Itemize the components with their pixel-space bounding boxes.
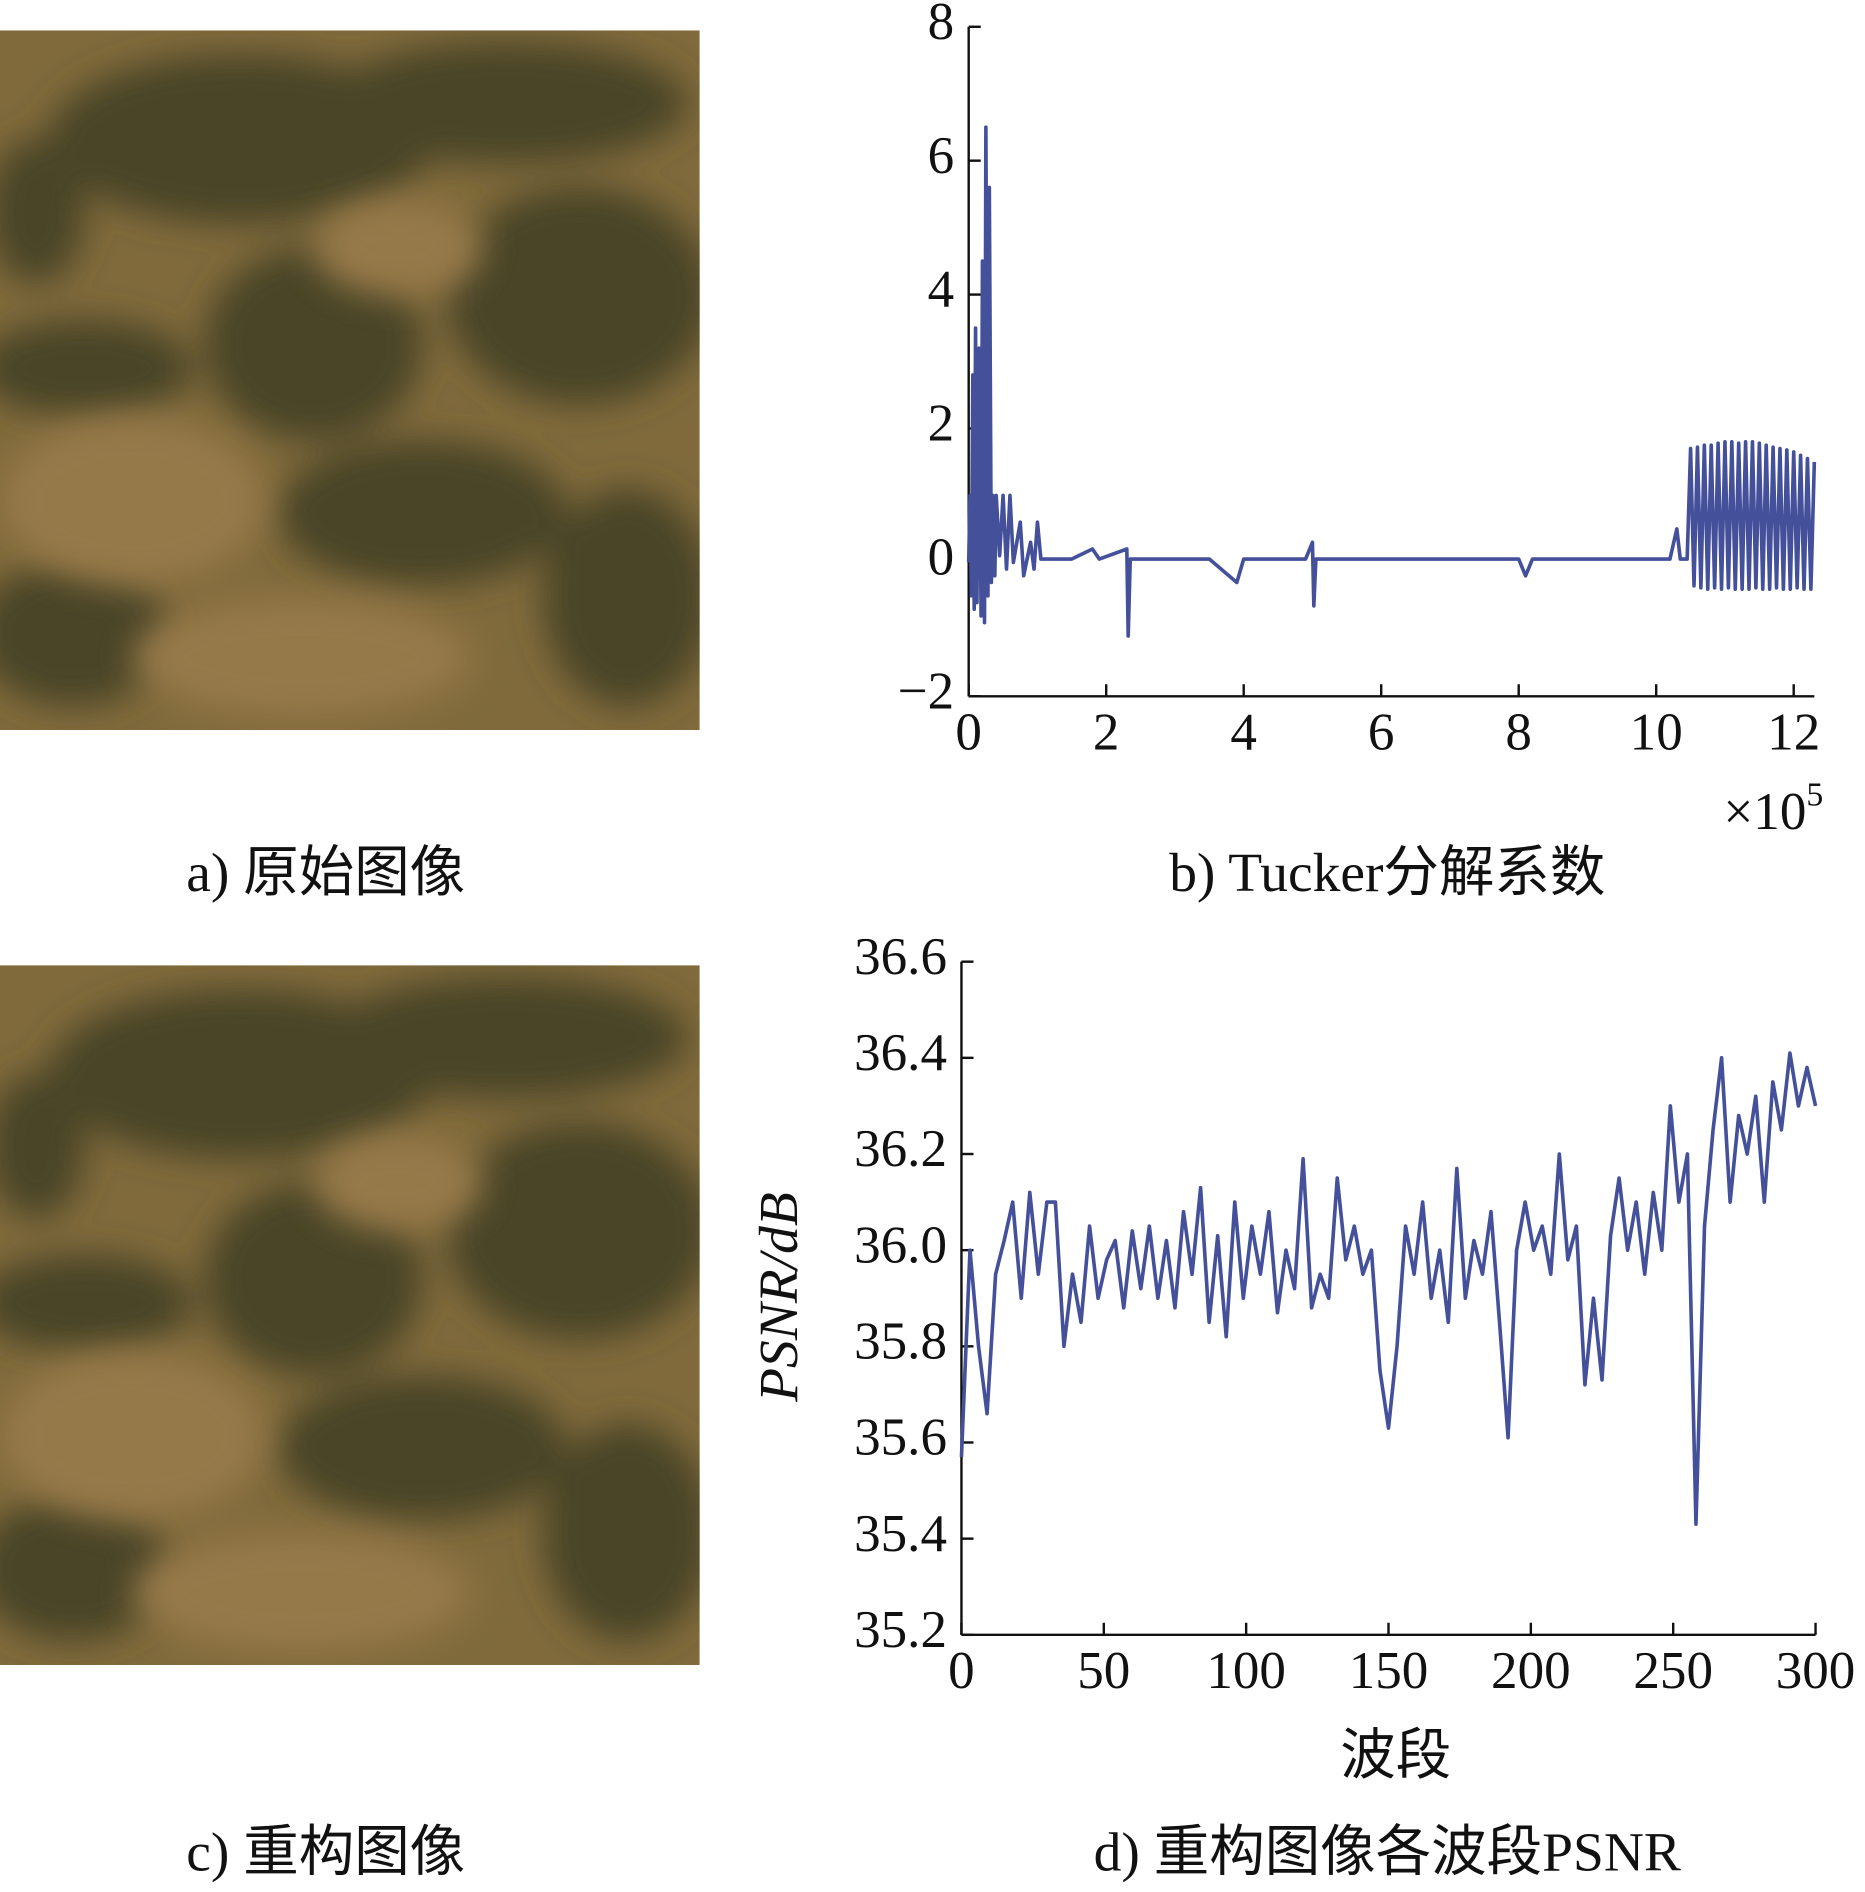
y-tick-label: 4 xyxy=(928,261,955,319)
x-tick-label: 6 xyxy=(1368,703,1395,761)
data-line xyxy=(966,125,1817,638)
x-multiplier-exponent: 5 xyxy=(1806,776,1823,813)
y-tick-label: 2 xyxy=(928,395,955,453)
x-tick-label: 8 xyxy=(1505,703,1532,761)
y-tick-label: 36.6 xyxy=(854,928,947,986)
data-line xyxy=(959,1051,1818,1527)
x-tick-label: 12 xyxy=(1767,703,1820,761)
y-tick-label: 35.4 xyxy=(854,1505,947,1563)
x-tick-label: 2 xyxy=(1093,703,1120,761)
x-tick-label: 0 xyxy=(948,1642,975,1700)
x-multiplier-base: ×10 xyxy=(1723,783,1806,841)
x-tick-label: 0 xyxy=(955,703,982,761)
y-tick-label: 35.6 xyxy=(854,1409,947,1467)
chart-caption: b) Tucker分解系数 xyxy=(1169,843,1605,904)
y-tick-label: 36.2 xyxy=(854,1120,947,1178)
y-tick-label: 35.8 xyxy=(854,1313,947,1371)
x-tick-label: 200 xyxy=(1491,1642,1571,1700)
y-tick-label: 36.4 xyxy=(854,1024,947,1082)
x-tick-label: 4 xyxy=(1230,703,1257,761)
y-axis-label: PSNR/dB xyxy=(749,1192,810,1403)
y-tick-label: 8 xyxy=(928,0,955,51)
x-tick-label: 250 xyxy=(1633,1642,1713,1700)
x-multiplier: ×105 xyxy=(1723,776,1823,841)
x-axis-label: 波段 xyxy=(1340,1726,1451,1787)
original-image xyxy=(0,30,712,730)
y-tick-label: 35.2 xyxy=(854,1601,947,1659)
x-tick-label: 10 xyxy=(1630,703,1683,761)
x-tick-label: 300 xyxy=(1776,1642,1856,1700)
y-tick-label: 6 xyxy=(928,127,955,185)
y-tick-label: −2 xyxy=(898,662,954,720)
image-caption: c) 重构图像 xyxy=(186,1823,465,1884)
y-tick-label: 0 xyxy=(928,529,955,587)
reconstructed-image xyxy=(0,965,712,1665)
x-tick-label: 50 xyxy=(1077,1642,1130,1700)
x-tick-label: 150 xyxy=(1349,1642,1429,1700)
y-tick-label: 36.0 xyxy=(854,1216,947,1274)
x-tick-label: 100 xyxy=(1206,1642,1286,1700)
chart-caption: d) 重构图像各波段PSNR xyxy=(1094,1823,1681,1884)
image-caption: a) 原始图像 xyxy=(186,843,465,904)
